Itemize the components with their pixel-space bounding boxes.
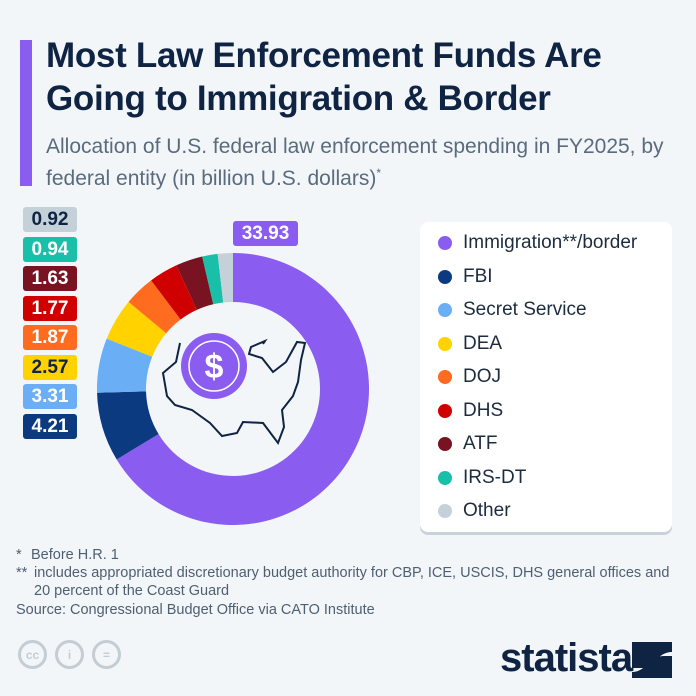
footnote-text: Before H.R. 1 xyxy=(31,547,119,563)
subtitle-text: Allocation of U.S. federal law enforceme… xyxy=(46,135,664,190)
legend-item: IRS-DT xyxy=(438,467,526,489)
legend-label: DOJ xyxy=(463,366,501,387)
legend-swatch xyxy=(438,403,452,418)
chart-subtitle: Allocation of U.S. federal law enforceme… xyxy=(46,134,686,192)
legend-item: Other xyxy=(438,500,511,522)
attribution-icon[interactable]: i xyxy=(55,640,84,669)
legend-label: IRS-DT xyxy=(463,466,527,488)
license-icons: cc i = xyxy=(18,640,121,669)
value-label-0: 33.93 xyxy=(233,221,298,246)
legend-item: Immigration**/border xyxy=(438,232,637,254)
footnote-mark: * xyxy=(16,547,22,563)
legend-swatch xyxy=(438,236,452,250)
legend-swatch xyxy=(438,269,452,284)
legend-label: Immigration**/border xyxy=(463,232,638,253)
legend-item: DOJ xyxy=(438,366,501,388)
legend-label: Secret Service xyxy=(463,299,587,320)
statista-logo-mark-icon xyxy=(632,642,672,678)
donut-slice-doj xyxy=(128,280,181,334)
legend-swatch xyxy=(438,303,452,317)
footnote-2: ** includes appropriated discretionary bu… xyxy=(16,564,681,600)
value-label-3: 2.57 xyxy=(23,354,77,380)
donut-slice-dea xyxy=(106,301,167,357)
value-label-2: 3.31 xyxy=(23,384,77,409)
value-label-8: 0.92 xyxy=(23,207,77,232)
legend-swatch xyxy=(438,470,452,485)
legend-swatch xyxy=(438,336,452,351)
legend-swatch xyxy=(438,504,452,518)
subtitle-footnote-mark: * xyxy=(376,166,381,180)
donut-slice-dhs xyxy=(151,265,197,320)
donut-slice-fbi xyxy=(97,391,159,460)
legend-label: DEA xyxy=(463,332,503,354)
footnote-text: includes appropriated discretionary budg… xyxy=(34,565,670,599)
value-label-7: 0.94 xyxy=(23,236,77,262)
value-label-6: 1.63 xyxy=(23,266,77,291)
legend-label: Other xyxy=(463,500,511,521)
legend-item: DHS xyxy=(438,400,503,422)
donut-slice-immigration-border xyxy=(116,253,369,525)
donut-slice-other xyxy=(217,253,233,303)
no-derivatives-icon[interactable]: = xyxy=(92,640,121,669)
chart-title: Most Law Enforcement Funds Are Going to … xyxy=(46,36,602,118)
footnote-mark: ** xyxy=(16,565,28,581)
donut-slice-secret-service xyxy=(97,338,153,393)
value-label-5: 1.77 xyxy=(23,295,77,321)
svg-text:$: $ xyxy=(205,348,224,386)
value-label-1: 4.21 xyxy=(23,413,77,439)
cc-icon[interactable]: cc xyxy=(18,640,47,669)
legend-label: ATF xyxy=(463,433,498,454)
legend-item: ATF xyxy=(438,433,497,455)
legend-swatch xyxy=(438,437,452,451)
value-label-4: 1.87 xyxy=(23,325,77,350)
legend-label: FBI xyxy=(463,265,493,287)
title-accent-bar xyxy=(20,40,32,186)
statista-logo[interactable]: statista xyxy=(500,636,633,680)
legend-item: DEA xyxy=(438,333,502,355)
legend: Immigration**/border FBI Secret Service DEA… xyxy=(420,222,672,532)
source: Source: Congressional Budget Office via … xyxy=(16,602,375,618)
legend-item: FBI xyxy=(438,266,493,288)
legend-item: Secret Service xyxy=(438,299,587,321)
footnote-1: * Before H.R. 1 xyxy=(16,546,681,564)
us-map-dollar-icon: $ xyxy=(161,333,307,446)
footnotes: * Before H.R. 1 ** includes appropriated d… xyxy=(16,546,681,600)
donut-slice-atf xyxy=(176,256,214,310)
donut-slice-irs-dt xyxy=(202,253,224,305)
legend-swatch xyxy=(438,370,452,384)
legend-label: DHS xyxy=(463,399,504,421)
